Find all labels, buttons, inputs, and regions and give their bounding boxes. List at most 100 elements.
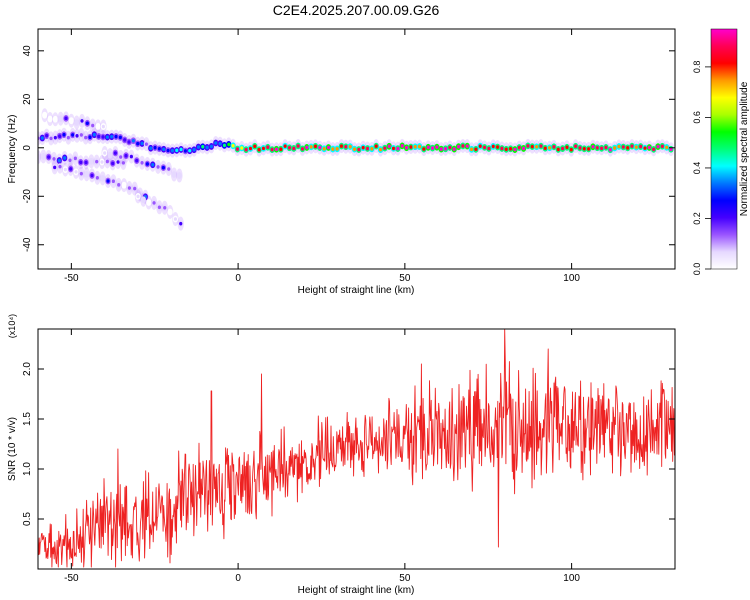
- spectral-core: [53, 117, 57, 122]
- spectral-core: [652, 147, 656, 152]
- figure-title: C2E4.2025.207.00.09.G26: [273, 2, 440, 18]
- spectrogram-axes: -50 0 50 100 -40 -20 0 20 40: [22, 29, 675, 284]
- spectral-core: [348, 144, 352, 149]
- snr-scale-label: (x10⁴): [7, 314, 17, 338]
- spectral-core: [487, 146, 491, 151]
- spectrogram-xlabel: Height of straight line (km): [298, 285, 415, 296]
- spectral-core: [469, 147, 474, 152]
- spectral-core: [309, 145, 313, 149]
- spectral-core: [133, 186, 137, 191]
- spectral-core: [79, 171, 83, 176]
- spectral-core: [100, 160, 104, 164]
- spectral-core: [448, 145, 452, 150]
- spectral-core: [422, 147, 426, 151]
- spectral-core: [218, 141, 222, 146]
- spectral-core: [79, 133, 83, 137]
- spectral-core: [122, 183, 126, 187]
- spectral-core: [322, 146, 326, 151]
- spectral-core: [172, 172, 176, 177]
- spectral-core: [613, 146, 617, 150]
- spectral-core: [103, 151, 107, 155]
- colorbar-label: Normalized spectral amplitude: [739, 81, 750, 216]
- spectral-core: [106, 179, 110, 183]
- spectral-core: [47, 155, 51, 159]
- colorbar-tick-label: 0.0: [692, 263, 702, 276]
- snr-panel: -50 0 50 100 0.5 1.0 1.5 2.0 Height of straight…: [7, 314, 676, 596]
- spectral-core: [90, 173, 94, 178]
- spectral-core: [235, 147, 240, 151]
- spectral-core: [591, 145, 595, 149]
- y-tick-label: 1.5: [22, 412, 33, 426]
- spectral-core: [318, 145, 322, 150]
- x-tick-label: 0: [235, 573, 241, 584]
- spectral-core: [84, 135, 88, 140]
- spectral-core: [521, 146, 526, 151]
- snr-series-line: [38, 329, 675, 568]
- spectral-core: [409, 145, 413, 149]
- spectral-core: [274, 147, 279, 152]
- spectral-core: [179, 221, 183, 226]
- spectral-core: [495, 145, 500, 149]
- spectral-core: [556, 147, 560, 152]
- spectral-core: [634, 145, 638, 149]
- spectral-core: [621, 145, 625, 149]
- x-tick-label: 50: [399, 273, 411, 284]
- y-tick-label: 1.0: [22, 462, 33, 476]
- snr-xlabel: Height of straight line (km): [298, 585, 415, 596]
- spectral-core: [227, 142, 231, 147]
- spectral-core: [141, 197, 145, 202]
- spectral-core: [417, 144, 422, 149]
- spectral-core: [63, 167, 67, 172]
- spectral-core: [604, 145, 608, 150]
- spectral-core: [443, 147, 448, 151]
- spectral-core: [124, 153, 128, 158]
- spectral-core: [313, 144, 318, 149]
- spectral-core: [396, 146, 400, 151]
- spectral-core: [119, 155, 123, 159]
- spectral-core: [121, 161, 125, 165]
- spectral-core: [214, 141, 218, 145]
- y-tick-label: -40: [22, 237, 33, 252]
- snr-frame: [37, 328, 676, 570]
- spectral-core: [59, 116, 63, 121]
- spectral-core: [587, 147, 591, 151]
- spectral-core: [491, 144, 495, 149]
- spectral-core: [41, 154, 45, 159]
- spectral-core: [80, 119, 84, 123]
- spectral-core: [669, 147, 673, 152]
- spectral-core: [231, 144, 235, 148]
- spectral-core: [179, 147, 183, 152]
- y-tick-label: 40: [22, 45, 33, 57]
- spectral-core: [113, 151, 117, 155]
- x-tick-label: -50: [64, 573, 79, 584]
- spectral-core: [105, 135, 109, 139]
- spectral-core: [292, 146, 296, 151]
- spectral-core: [426, 145, 430, 150]
- spectral-core: [639, 144, 643, 149]
- spectral-core: [461, 144, 465, 148]
- spectral-core: [101, 124, 105, 129]
- spectral-core: [95, 159, 99, 164]
- y-tick-label: 0.5: [22, 512, 33, 526]
- spectral-core: [147, 200, 151, 205]
- spectral-core: [205, 145, 209, 150]
- spectral-core: [144, 142, 148, 146]
- spectral-core: [188, 148, 192, 153]
- colorbar-ticks: 0.0 0.2 0.4 0.6 0.8: [692, 61, 711, 276]
- spectral-core: [365, 146, 370, 151]
- spectral-core: [53, 165, 57, 170]
- spectral-core: [517, 145, 521, 150]
- spectral-core: [149, 146, 153, 151]
- spectral-core: [201, 144, 205, 149]
- spectral-core: [69, 167, 73, 171]
- spectral-core: [173, 217, 178, 221]
- spectral-core: [435, 145, 439, 149]
- spectral-core: [136, 194, 140, 199]
- spectral-core: [660, 144, 664, 149]
- spectral-core: [101, 176, 105, 181]
- spectral-core: [248, 146, 253, 151]
- spectral-core: [108, 153, 112, 157]
- spectral-core: [543, 146, 547, 151]
- spectral-core: [240, 146, 244, 150]
- spectral-core: [439, 147, 443, 151]
